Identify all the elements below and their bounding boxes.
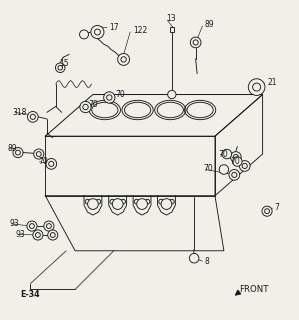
Circle shape xyxy=(118,53,129,65)
Circle shape xyxy=(190,37,201,48)
Circle shape xyxy=(265,209,269,214)
Text: 8: 8 xyxy=(205,257,209,266)
Circle shape xyxy=(30,224,34,228)
Text: 15: 15 xyxy=(59,59,68,68)
Circle shape xyxy=(58,66,62,70)
Circle shape xyxy=(88,199,98,209)
Text: 318: 318 xyxy=(13,108,27,117)
Text: 89: 89 xyxy=(7,144,17,153)
Circle shape xyxy=(189,253,199,263)
Circle shape xyxy=(27,221,37,231)
Circle shape xyxy=(80,30,89,39)
Text: 122: 122 xyxy=(133,26,147,35)
Circle shape xyxy=(193,40,198,45)
Circle shape xyxy=(134,199,139,204)
Circle shape xyxy=(46,158,57,169)
Circle shape xyxy=(50,233,55,237)
Circle shape xyxy=(83,104,88,110)
Circle shape xyxy=(233,157,242,166)
Text: E-34: E-34 xyxy=(20,290,40,299)
Circle shape xyxy=(253,83,261,91)
Circle shape xyxy=(36,152,41,156)
Circle shape xyxy=(28,111,38,122)
Circle shape xyxy=(239,161,250,171)
Circle shape xyxy=(13,148,23,158)
Circle shape xyxy=(233,155,238,160)
Text: 89: 89 xyxy=(205,20,214,29)
Circle shape xyxy=(262,206,272,216)
Circle shape xyxy=(34,149,44,159)
Circle shape xyxy=(46,224,51,228)
Circle shape xyxy=(107,95,112,100)
Circle shape xyxy=(222,149,232,159)
Circle shape xyxy=(96,199,101,204)
Circle shape xyxy=(85,199,90,204)
Text: 70: 70 xyxy=(115,90,125,99)
Text: 7: 7 xyxy=(274,203,279,212)
Text: 70: 70 xyxy=(230,157,239,166)
Circle shape xyxy=(112,199,123,209)
Text: 17: 17 xyxy=(109,23,119,32)
Text: FRONT: FRONT xyxy=(239,285,268,294)
Circle shape xyxy=(232,172,237,178)
Circle shape xyxy=(36,233,40,237)
Circle shape xyxy=(16,150,20,155)
Circle shape xyxy=(248,79,265,95)
Circle shape xyxy=(80,101,91,113)
Circle shape xyxy=(44,221,54,231)
Circle shape xyxy=(145,199,150,204)
Circle shape xyxy=(110,199,115,204)
Text: 93: 93 xyxy=(10,220,19,228)
Circle shape xyxy=(91,26,104,39)
Circle shape xyxy=(161,199,172,209)
Circle shape xyxy=(229,170,240,180)
Text: 93: 93 xyxy=(16,230,25,239)
Circle shape xyxy=(30,114,35,119)
Circle shape xyxy=(168,90,176,99)
Text: 13: 13 xyxy=(166,14,176,23)
Circle shape xyxy=(231,152,241,162)
Circle shape xyxy=(242,164,247,169)
Text: 70: 70 xyxy=(38,157,48,166)
Text: 70: 70 xyxy=(89,100,98,109)
Text: 70: 70 xyxy=(203,164,213,173)
Circle shape xyxy=(104,92,115,103)
Bar xyxy=(170,27,174,32)
Text: 70: 70 xyxy=(218,149,228,158)
Circle shape xyxy=(48,230,58,240)
Text: 21: 21 xyxy=(267,78,277,87)
Circle shape xyxy=(170,199,174,204)
Circle shape xyxy=(49,161,54,166)
Circle shape xyxy=(219,165,229,174)
Circle shape xyxy=(137,199,147,209)
Circle shape xyxy=(33,230,43,240)
Circle shape xyxy=(55,63,65,73)
Circle shape xyxy=(120,199,125,204)
Circle shape xyxy=(159,199,164,204)
